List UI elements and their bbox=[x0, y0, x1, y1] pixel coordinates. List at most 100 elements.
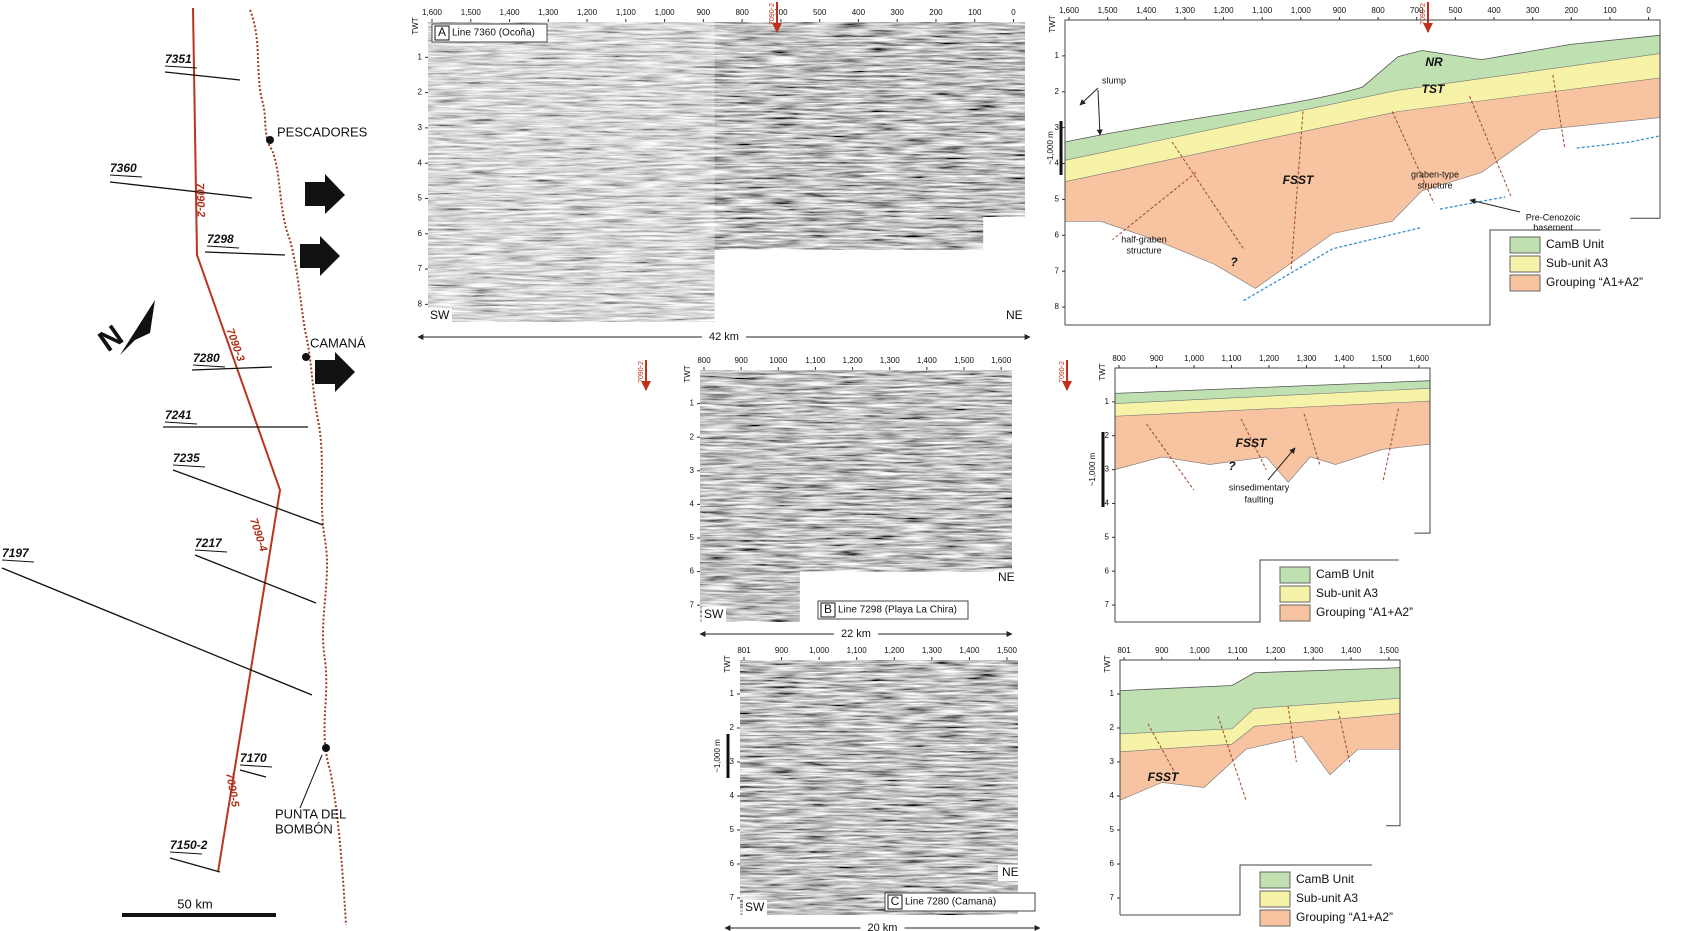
label: 7090-2 bbox=[769, 3, 776, 25]
map bbox=[120, 7, 355, 926]
label: ~1,000 m bbox=[1046, 131, 1055, 165]
label: 7241 bbox=[165, 408, 192, 422]
distance-bg bbox=[702, 330, 746, 344]
label-underline bbox=[172, 464, 206, 468]
label: 1,100 bbox=[847, 646, 868, 655]
label: 100 bbox=[1603, 6, 1617, 15]
label: FSST bbox=[1283, 173, 1315, 187]
label: 900 bbox=[1155, 646, 1169, 655]
label: 4 bbox=[1055, 159, 1060, 168]
label: 1,200 bbox=[1259, 354, 1280, 363]
pointer bbox=[1267, 447, 1296, 481]
label: 0 bbox=[1011, 8, 1016, 17]
label: 2 bbox=[730, 723, 735, 732]
label: PESCADORES bbox=[277, 124, 368, 139]
label: 3 bbox=[1105, 465, 1110, 474]
label: 7351 bbox=[165, 52, 192, 66]
label: CamB Unit bbox=[1546, 237, 1605, 251]
label: TWT bbox=[1103, 655, 1112, 672]
arrow bbox=[315, 352, 355, 392]
label: 4 bbox=[418, 158, 423, 167]
label: SW bbox=[430, 308, 450, 322]
label: SW bbox=[745, 900, 765, 914]
survey-line bbox=[239, 769, 267, 778]
label: 900 bbox=[734, 356, 748, 365]
label: structure bbox=[1417, 180, 1452, 190]
end-box bbox=[994, 570, 1020, 586]
label: NE bbox=[998, 570, 1015, 584]
label: slump bbox=[1102, 75, 1126, 85]
label: half-graben bbox=[1121, 234, 1167, 244]
label: 1 bbox=[1105, 397, 1110, 406]
fault bbox=[1338, 711, 1349, 762]
interpretation bbox=[1065, 35, 1660, 300]
label: Line 7280 (Camaná) bbox=[905, 897, 996, 908]
legend-swatch bbox=[1509, 255, 1541, 273]
label: 1,400 bbox=[1334, 354, 1355, 363]
label: 1,000 bbox=[1291, 6, 1312, 15]
label: 4 bbox=[730, 791, 735, 800]
letter-box bbox=[434, 25, 450, 41]
label: 7298 bbox=[207, 232, 234, 246]
label: 1,500 bbox=[461, 8, 482, 17]
label: 1,300 bbox=[1296, 354, 1317, 363]
label: 2 bbox=[1055, 87, 1060, 96]
label: 3 bbox=[730, 757, 735, 766]
label: 500 bbox=[1449, 6, 1463, 15]
label: 42 km bbox=[709, 331, 739, 343]
seismic-image bbox=[740, 660, 1018, 915]
label: 900 bbox=[697, 8, 711, 17]
label: 7090-5 bbox=[223, 772, 241, 809]
label: sinsedimentary bbox=[1229, 482, 1290, 492]
label: Line 7360 (Ocoña) bbox=[452, 28, 535, 39]
label: graben-type bbox=[1411, 169, 1459, 179]
label: Sub-unit A3 bbox=[1296, 891, 1358, 905]
label: 1,100 bbox=[616, 8, 637, 17]
label: 7 bbox=[1105, 600, 1110, 609]
label: 1,200 bbox=[884, 646, 905, 655]
label: 22 km bbox=[841, 628, 871, 640]
label: 1,400 bbox=[917, 356, 938, 365]
label: 7090-2 bbox=[1059, 361, 1066, 383]
blank bbox=[983, 217, 1031, 253]
label: 2 bbox=[1110, 723, 1115, 732]
label: 1,200 bbox=[843, 356, 864, 365]
label: 3 bbox=[1055, 123, 1060, 132]
label: 1000 bbox=[769, 356, 787, 365]
frame bbox=[1119, 659, 1401, 916]
distance-bg bbox=[834, 627, 878, 641]
label: 5 bbox=[1110, 825, 1115, 834]
label: NE bbox=[1006, 308, 1023, 322]
basement bbox=[1440, 197, 1505, 209]
survey-line bbox=[191, 366, 273, 371]
overlay bbox=[428, 22, 715, 322]
label: 900 bbox=[1333, 6, 1347, 15]
end-box bbox=[1002, 308, 1028, 324]
label: TST bbox=[1422, 82, 1446, 96]
fault bbox=[1392, 112, 1434, 204]
frame bbox=[1114, 367, 1431, 623]
label: 7090-2 bbox=[193, 183, 206, 218]
label: 1,400 bbox=[1341, 646, 1362, 655]
label: 400 bbox=[1487, 6, 1501, 15]
label: FSST bbox=[1148, 770, 1180, 784]
label: 1,600 bbox=[422, 8, 443, 17]
label: 4 bbox=[1105, 499, 1110, 508]
fault bbox=[1291, 112, 1303, 271]
label: 1,400 bbox=[1136, 6, 1157, 15]
label: 5 bbox=[730, 825, 735, 834]
label: 800 bbox=[1112, 354, 1126, 363]
grouping-a1a2 bbox=[1120, 714, 1400, 801]
interpretation bbox=[1115, 381, 1430, 490]
coastline bbox=[249, 9, 347, 926]
label: 7 bbox=[418, 264, 423, 273]
pointer bbox=[1079, 87, 1099, 106]
label: NR bbox=[1425, 55, 1443, 69]
label: 7235 bbox=[173, 451, 200, 465]
label: 1,600 bbox=[991, 356, 1012, 365]
label: 900 bbox=[1150, 354, 1164, 363]
legend-swatch bbox=[1279, 566, 1311, 584]
label: 100 bbox=[968, 8, 982, 17]
label: 200 bbox=[929, 8, 943, 17]
